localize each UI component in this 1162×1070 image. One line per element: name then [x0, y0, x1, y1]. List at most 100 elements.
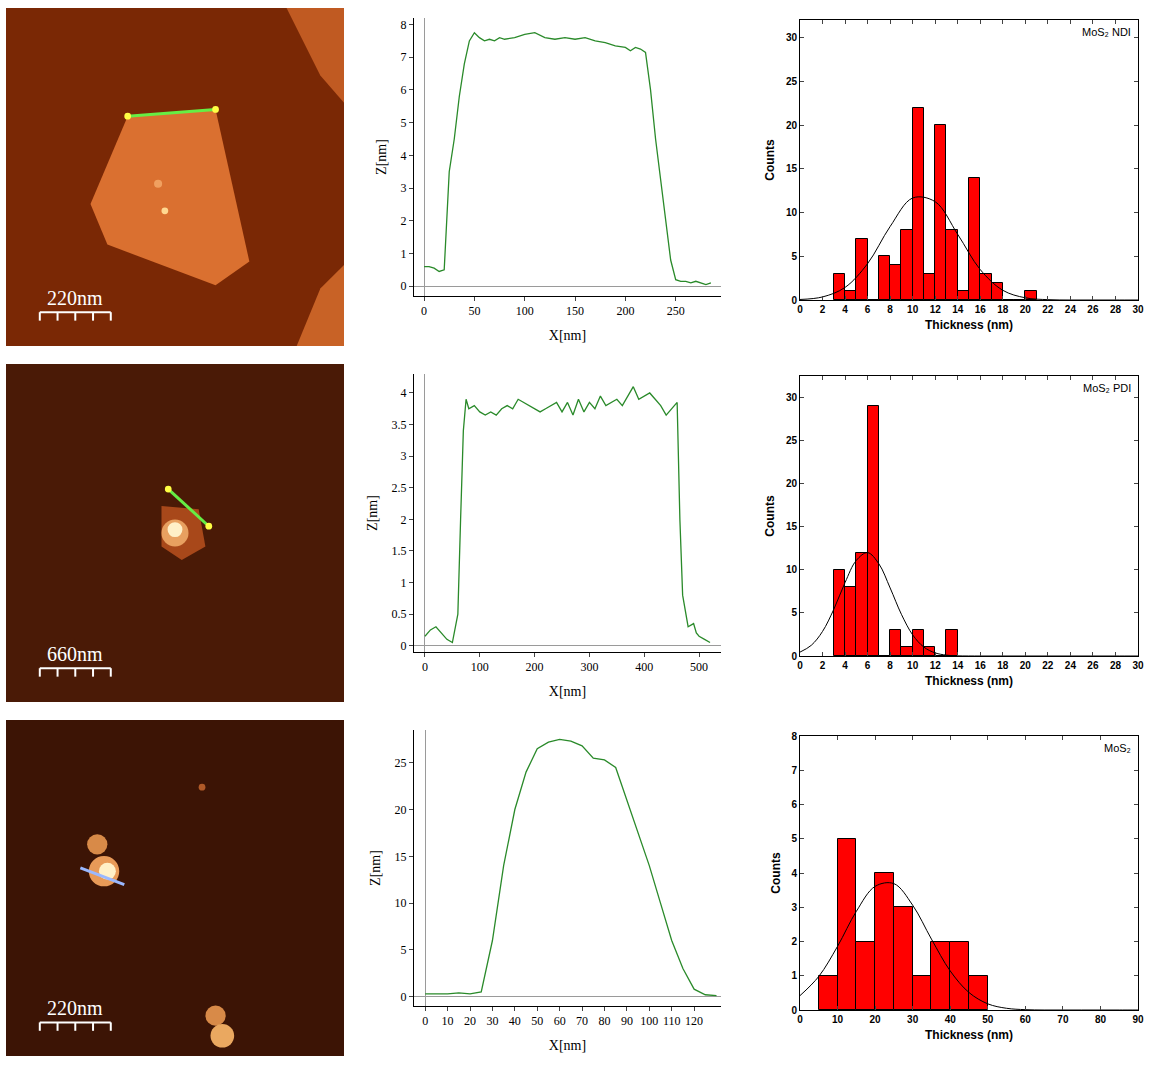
svg-text:20: 20: [1020, 660, 1032, 671]
svg-text:6: 6: [791, 799, 797, 810]
svg-text:110: 110: [663, 1014, 681, 1028]
svg-text:30: 30: [786, 32, 798, 43]
svg-text:1.5: 1.5: [392, 544, 407, 558]
svg-text:15: 15: [786, 163, 798, 174]
svg-text:5: 5: [791, 251, 797, 262]
svg-text:20: 20: [786, 120, 798, 131]
svg-text:2: 2: [791, 936, 797, 947]
svg-text:2: 2: [401, 214, 407, 228]
svg-text:100: 100: [471, 660, 489, 674]
svg-text:16: 16: [975, 660, 987, 671]
svg-text:0: 0: [421, 304, 427, 318]
svg-text:22: 22: [1042, 304, 1054, 315]
svg-text:200: 200: [526, 660, 544, 674]
svg-text:0: 0: [422, 1014, 428, 1028]
svg-text:100: 100: [640, 1014, 658, 1028]
svg-text:10: 10: [395, 896, 407, 910]
svg-text:24: 24: [1065, 304, 1077, 315]
svg-text:10: 10: [907, 304, 919, 315]
svg-text:0.5: 0.5: [392, 607, 407, 621]
svg-text:X[nm]: X[nm]: [549, 684, 586, 699]
svg-text:4: 4: [401, 149, 407, 163]
svg-text:MoS₂ NDI: MoS₂ NDI: [1082, 26, 1131, 38]
svg-text:500: 500: [690, 660, 708, 674]
svg-text:X[nm]: X[nm]: [549, 328, 586, 343]
svg-text:40: 40: [945, 1014, 957, 1025]
svg-text:Counts: Counts: [769, 852, 783, 894]
svg-text:6: 6: [865, 660, 871, 671]
svg-text:5: 5: [791, 607, 797, 618]
svg-text:8: 8: [791, 731, 797, 742]
svg-text:3: 3: [791, 902, 797, 913]
svg-text:Thickness (nm): Thickness (nm): [925, 674, 1013, 688]
svg-text:26: 26: [1087, 304, 1099, 315]
svg-text:30: 30: [1132, 660, 1144, 671]
svg-text:Counts: Counts: [763, 139, 777, 181]
svg-text:7: 7: [401, 50, 407, 64]
svg-text:8: 8: [887, 304, 893, 315]
svg-text:4: 4: [842, 304, 848, 315]
svg-text:90: 90: [1132, 1014, 1144, 1025]
svg-text:Z[nm]: Z[nm]: [374, 139, 389, 175]
svg-text:5: 5: [401, 116, 407, 130]
svg-text:10: 10: [786, 207, 798, 218]
svg-text:Z[nm]: Z[nm]: [365, 495, 380, 531]
svg-text:6: 6: [865, 304, 871, 315]
svg-text:25: 25: [786, 76, 798, 87]
svg-text:2.5: 2.5: [392, 481, 407, 495]
svg-text:12: 12: [930, 304, 942, 315]
svg-text:150: 150: [566, 304, 584, 318]
svg-text:0: 0: [797, 660, 803, 671]
svg-text:8: 8: [887, 660, 893, 671]
svg-text:400: 400: [635, 660, 653, 674]
svg-text:28: 28: [1110, 304, 1122, 315]
svg-text:0: 0: [797, 304, 803, 315]
svg-text:70: 70: [1057, 1014, 1069, 1025]
svg-text:220nm: 220nm: [47, 997, 103, 1019]
svg-text:10: 10: [907, 660, 919, 671]
svg-text:22: 22: [1042, 660, 1054, 671]
svg-text:10: 10: [786, 564, 798, 575]
svg-text:24: 24: [1065, 660, 1077, 671]
svg-text:80: 80: [598, 1014, 610, 1028]
svg-text:18: 18: [997, 304, 1009, 315]
svg-text:50: 50: [531, 1014, 543, 1028]
svg-text:30: 30: [786, 392, 798, 403]
svg-text:Thickness (nm): Thickness (nm): [925, 318, 1013, 332]
svg-text:10: 10: [832, 1014, 844, 1025]
svg-text:28: 28: [1110, 660, 1122, 671]
svg-text:3: 3: [401, 181, 407, 195]
svg-text:16: 16: [975, 304, 987, 315]
svg-text:4: 4: [791, 868, 797, 879]
svg-text:14: 14: [952, 660, 964, 671]
svg-text:0: 0: [401, 279, 407, 293]
svg-text:0: 0: [797, 1014, 803, 1025]
svg-text:20: 20: [870, 1014, 882, 1025]
svg-text:660nm: 660nm: [47, 643, 103, 665]
svg-text:Thickness (nm): Thickness (nm): [925, 1028, 1013, 1042]
svg-text:2: 2: [820, 660, 826, 671]
svg-text:X[nm]: X[nm]: [549, 1038, 586, 1053]
svg-text:4: 4: [842, 660, 848, 671]
svg-text:100: 100: [516, 304, 534, 318]
svg-text:5: 5: [791, 833, 797, 844]
svg-text:0: 0: [422, 660, 428, 674]
svg-text:3.5: 3.5: [392, 418, 407, 432]
svg-text:1: 1: [791, 970, 797, 981]
svg-text:1: 1: [401, 576, 407, 590]
svg-text:20: 20: [786, 478, 798, 489]
svg-text:25: 25: [786, 435, 798, 446]
svg-text:250: 250: [667, 304, 685, 318]
svg-text:40: 40: [509, 1014, 521, 1028]
svg-text:0: 0: [791, 1005, 797, 1016]
svg-text:7: 7: [791, 765, 797, 776]
svg-text:300: 300: [580, 660, 598, 674]
svg-text:18: 18: [997, 660, 1009, 671]
svg-text:0: 0: [791, 651, 797, 662]
svg-text:10: 10: [442, 1014, 454, 1028]
svg-text:50: 50: [468, 304, 480, 318]
svg-text:12: 12: [930, 660, 942, 671]
svg-text:0: 0: [401, 990, 407, 1004]
svg-text:0: 0: [791, 295, 797, 306]
svg-text:200: 200: [616, 304, 634, 318]
